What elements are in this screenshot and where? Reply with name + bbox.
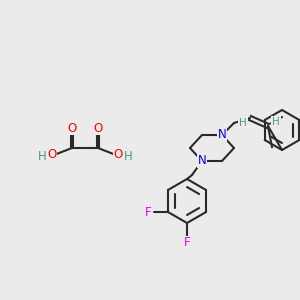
Text: N: N [198,154,206,167]
Text: O: O [68,122,76,134]
Text: N: N [218,128,226,142]
Text: H: H [272,117,280,127]
Text: H: H [38,151,46,164]
Text: F: F [184,236,190,250]
Text: O: O [47,148,57,160]
Text: H: H [239,118,247,128]
Text: H: H [124,151,132,164]
Text: F: F [145,206,151,218]
Text: O: O [93,122,103,134]
Text: O: O [113,148,123,160]
